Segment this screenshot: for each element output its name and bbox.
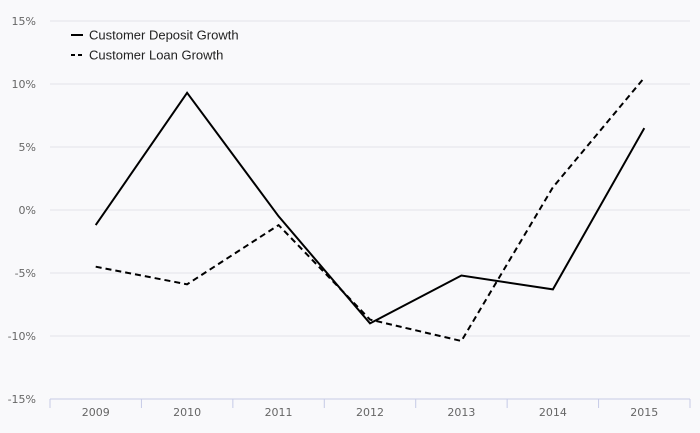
x-tick-label: 2010 (173, 406, 201, 419)
grid-lines (50, 20, 690, 337)
y-tick-label: 10% (12, 78, 36, 91)
series-line-customer-deposit-growth (94, 91, 646, 325)
y-tick-label: -5% (15, 267, 36, 280)
series-line-customer-loan-growth (95, 77, 646, 343)
x-tick-label: 2009 (82, 406, 110, 419)
x-axis-ticks: 2009 2010 2011 2012 2013 2014 2015 (82, 406, 659, 419)
y-tick-label: 0% (19, 204, 36, 217)
legend-label: Customer Deposit Growth (89, 28, 239, 43)
x-tick-label: 2014 (539, 406, 567, 419)
x-tick-label: 2012 (356, 406, 384, 419)
x-tick-label: 2013 (447, 406, 475, 419)
x-axis (49, 398, 691, 408)
legend: Customer Deposit Growth Customer Loan Gro… (71, 28, 239, 63)
y-tick-label: -15% (8, 393, 36, 406)
x-tick-label: 2011 (265, 406, 293, 419)
series-lines (94, 77, 646, 343)
x-tick-label: 2015 (630, 406, 658, 419)
legend-label: Customer Loan Growth (89, 48, 223, 63)
y-tick-label: 5% (19, 141, 36, 154)
y-axis-ticks: -15% -10% -5% 0% 5% 10% 15% (8, 15, 36, 406)
y-tick-label: 15% (12, 15, 36, 28)
y-tick-label: -10% (8, 330, 36, 343)
